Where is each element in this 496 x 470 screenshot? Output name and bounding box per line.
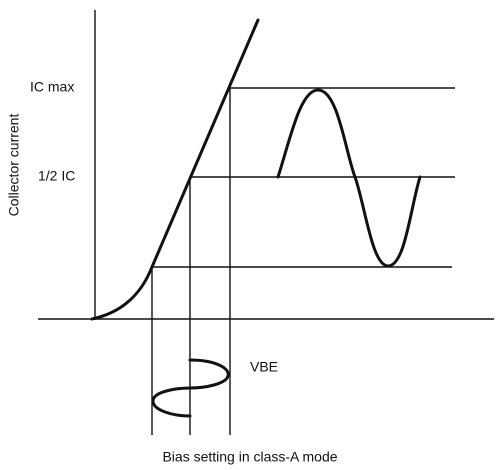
input-waveform	[151, 358, 230, 418]
caption: Bias setting in class-A mode	[162, 449, 337, 465]
input-label: VBE	[250, 359, 278, 375]
output-waveform	[276, 88, 422, 268]
ic-max-label: IC max	[30, 79, 74, 95]
half-ic-label: 1/2 IC	[38, 168, 75, 184]
y-axis-label: Collector current	[6, 114, 22, 217]
transfer-curve	[90, 18, 260, 321]
